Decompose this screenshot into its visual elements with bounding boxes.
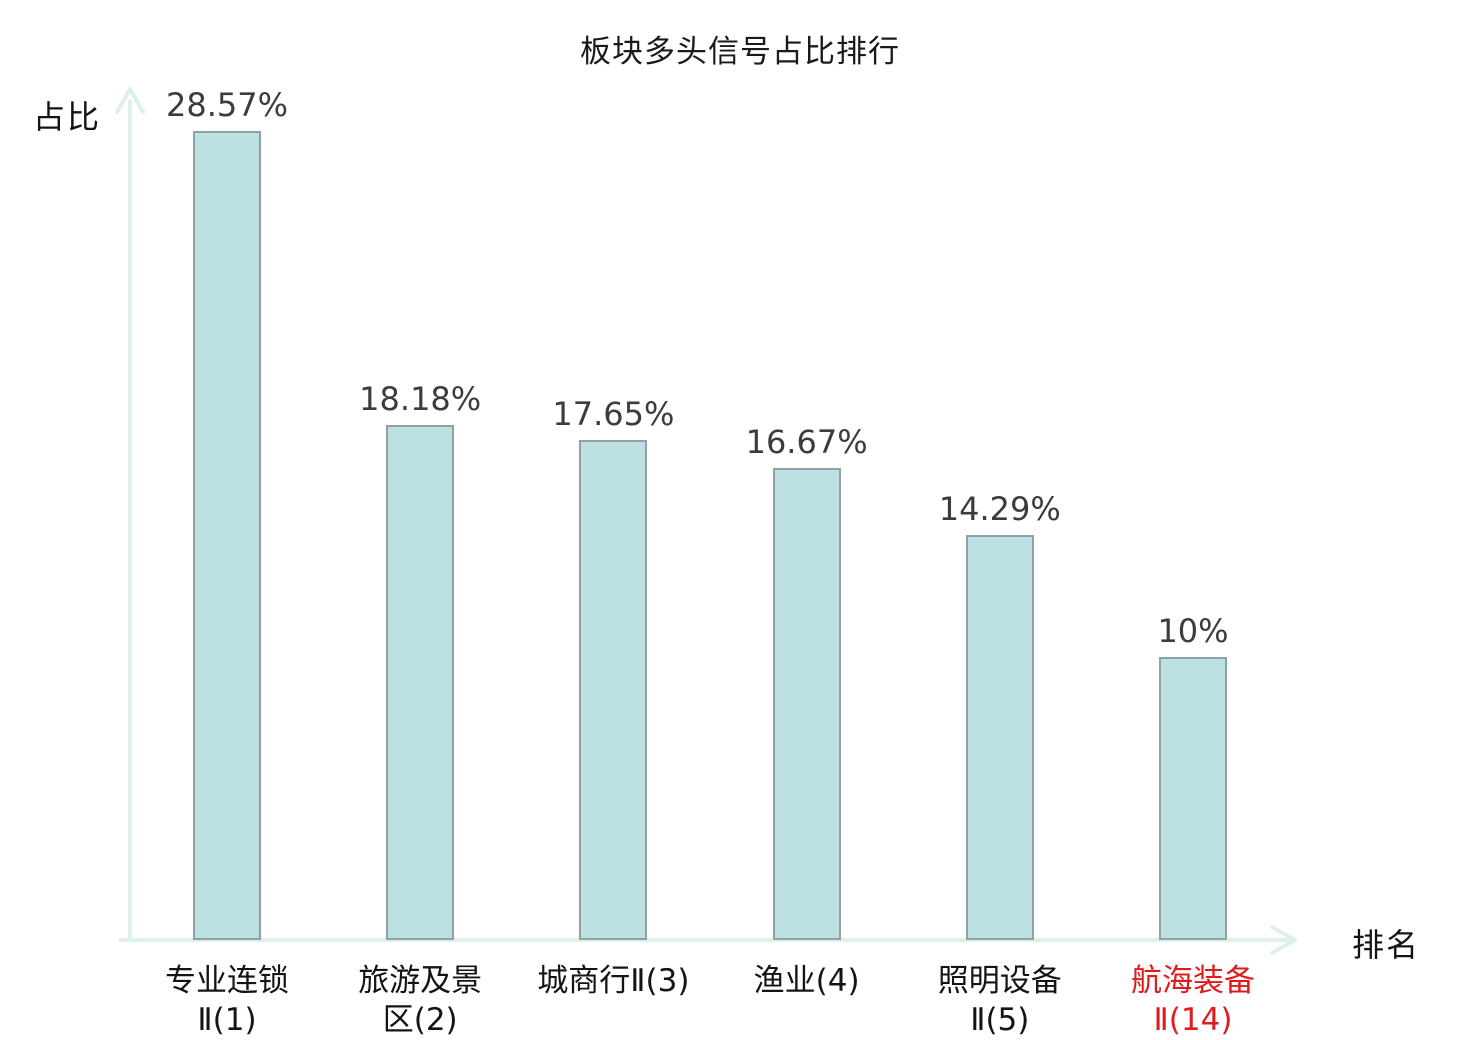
bar-category-label-line: Ⅱ(1) [197,1002,257,1038]
bar-category-label: 城商行Ⅱ(3) [493,962,733,1001]
bar-category-label: 照明设备 Ⅱ(5) [880,962,1120,1040]
bar [193,131,261,940]
bar-category-label: 航海装备 Ⅱ(14) [1073,962,1313,1040]
y-axis-label: 占比 [33,98,102,136]
bar-value-label: 18.18% [359,380,482,418]
bar-category-label-line: Ⅱ(14) [1153,1002,1233,1038]
bar-category-label-line: 渔业(4) [753,963,860,999]
bar-category-label-line: 区(2) [382,1002,458,1038]
bar-category-label-line: 航海装备 [1131,963,1255,999]
bar-value-label: 28.57% [165,86,288,124]
bar-category-label: 渔业(4) [687,962,927,1001]
bar-value-label: 17.65% [552,395,675,433]
bar-category-label: 旅游及景 区(2) [300,962,540,1040]
bar-value-label: 16.67% [745,423,868,461]
bar [579,440,648,940]
bar-value-label: 10% [1157,612,1229,650]
bar-value-label: 14.29% [938,490,1061,528]
bar [386,425,455,940]
bar [965,535,1034,940]
chart-title: 板块多头信号占比排行 [580,34,900,70]
bar-category-label-line: 专业连锁 [165,963,289,999]
bar [1159,657,1227,940]
bar-category-label-line: 照明设备 [937,963,1062,999]
bar-category-label-line: 城商行Ⅱ(3) [537,963,690,999]
bar [772,468,841,940]
bar-category-label-line: 旅游及景 [358,963,483,999]
bar-category-label-line: Ⅱ(5) [970,1002,1030,1038]
bar-category-label: 专业连锁 Ⅱ(1) [107,962,347,1040]
x-axis-label: 排名 [1352,926,1421,964]
